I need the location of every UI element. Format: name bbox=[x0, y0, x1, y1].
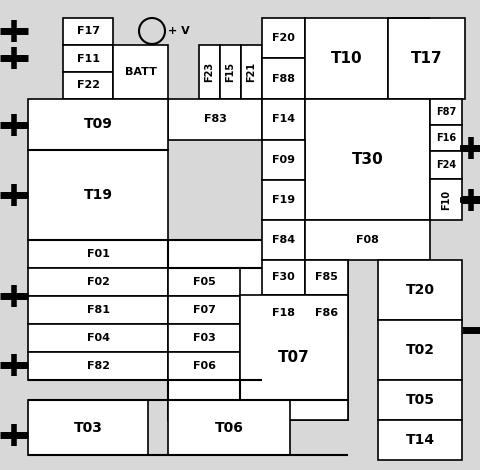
Bar bbox=[28, 324, 168, 352]
Bar bbox=[240, 295, 348, 420]
Bar bbox=[430, 125, 462, 151]
Text: T30: T30 bbox=[352, 152, 384, 167]
Text: F30: F30 bbox=[272, 273, 295, 282]
Bar bbox=[378, 380, 462, 420]
Text: T10: T10 bbox=[331, 51, 362, 66]
Bar bbox=[305, 99, 430, 220]
Bar bbox=[28, 240, 168, 268]
Bar bbox=[262, 18, 305, 58]
Text: F20: F20 bbox=[272, 33, 295, 43]
Text: F06: F06 bbox=[192, 361, 216, 371]
Text: F10: F10 bbox=[441, 189, 451, 210]
Text: F19: F19 bbox=[272, 195, 295, 205]
Bar bbox=[168, 99, 262, 140]
Text: T09: T09 bbox=[84, 118, 112, 132]
Text: T14: T14 bbox=[406, 433, 434, 447]
Bar bbox=[168, 268, 240, 296]
Bar bbox=[168, 240, 348, 420]
Bar bbox=[262, 260, 305, 295]
Text: F04: F04 bbox=[86, 333, 109, 343]
Text: F14: F14 bbox=[272, 115, 295, 125]
Text: F03: F03 bbox=[192, 333, 216, 343]
Text: F05: F05 bbox=[192, 277, 216, 287]
Text: T05: T05 bbox=[406, 393, 434, 407]
Text: F23: F23 bbox=[204, 62, 215, 82]
Text: F21: F21 bbox=[247, 62, 256, 82]
Text: + V: + V bbox=[168, 26, 190, 36]
Bar bbox=[388, 18, 465, 99]
Bar bbox=[305, 295, 348, 330]
Bar bbox=[262, 58, 305, 99]
Text: F24: F24 bbox=[436, 160, 456, 170]
Bar bbox=[28, 352, 168, 380]
Bar bbox=[28, 296, 168, 324]
Text: T06: T06 bbox=[215, 421, 243, 434]
Text: F84: F84 bbox=[272, 235, 295, 245]
Bar bbox=[262, 99, 305, 140]
Bar bbox=[305, 18, 388, 99]
Text: F15: F15 bbox=[226, 62, 236, 82]
Bar bbox=[28, 268, 168, 296]
Text: T19: T19 bbox=[84, 188, 112, 202]
Text: T03: T03 bbox=[73, 421, 102, 434]
Text: F86: F86 bbox=[315, 307, 338, 318]
Text: F88: F88 bbox=[272, 73, 295, 84]
Bar bbox=[262, 140, 305, 180]
Bar bbox=[241, 45, 262, 99]
Text: F18: F18 bbox=[272, 307, 295, 318]
Text: F22: F22 bbox=[76, 80, 99, 91]
Text: F02: F02 bbox=[86, 277, 109, 287]
Text: BATT: BATT bbox=[125, 67, 156, 77]
Text: F16: F16 bbox=[436, 133, 456, 143]
Bar bbox=[305, 260, 348, 295]
Text: T02: T02 bbox=[406, 343, 434, 357]
Bar bbox=[168, 400, 290, 455]
Bar bbox=[168, 324, 240, 352]
Bar bbox=[220, 45, 241, 99]
Bar bbox=[168, 296, 240, 324]
Text: F82: F82 bbox=[86, 361, 109, 371]
Text: T20: T20 bbox=[406, 283, 434, 297]
Bar bbox=[305, 220, 430, 260]
Bar bbox=[28, 400, 148, 455]
Text: T07: T07 bbox=[278, 350, 310, 365]
Text: F07: F07 bbox=[192, 305, 216, 315]
Bar bbox=[63, 45, 113, 72]
Bar bbox=[378, 260, 462, 320]
Bar bbox=[262, 220, 305, 260]
Bar bbox=[430, 99, 462, 125]
Bar bbox=[28, 150, 168, 240]
Text: F83: F83 bbox=[204, 115, 227, 125]
Text: F87: F87 bbox=[436, 107, 456, 117]
Text: F81: F81 bbox=[86, 305, 109, 315]
Text: F08: F08 bbox=[356, 235, 379, 245]
Bar bbox=[63, 18, 113, 45]
Text: T17: T17 bbox=[411, 51, 442, 66]
Bar bbox=[262, 180, 305, 220]
Bar bbox=[430, 151, 462, 179]
Text: F17: F17 bbox=[76, 26, 99, 37]
Bar bbox=[378, 320, 462, 380]
Bar bbox=[199, 45, 220, 99]
Bar bbox=[262, 295, 305, 330]
Bar bbox=[63, 72, 113, 99]
Bar bbox=[168, 352, 240, 380]
Text: F85: F85 bbox=[315, 273, 338, 282]
Text: F11: F11 bbox=[76, 54, 99, 63]
Bar bbox=[430, 179, 462, 220]
Bar bbox=[28, 99, 168, 150]
Bar bbox=[113, 45, 168, 99]
Text: F01: F01 bbox=[86, 249, 109, 259]
Text: F09: F09 bbox=[272, 155, 295, 165]
Bar bbox=[378, 420, 462, 460]
